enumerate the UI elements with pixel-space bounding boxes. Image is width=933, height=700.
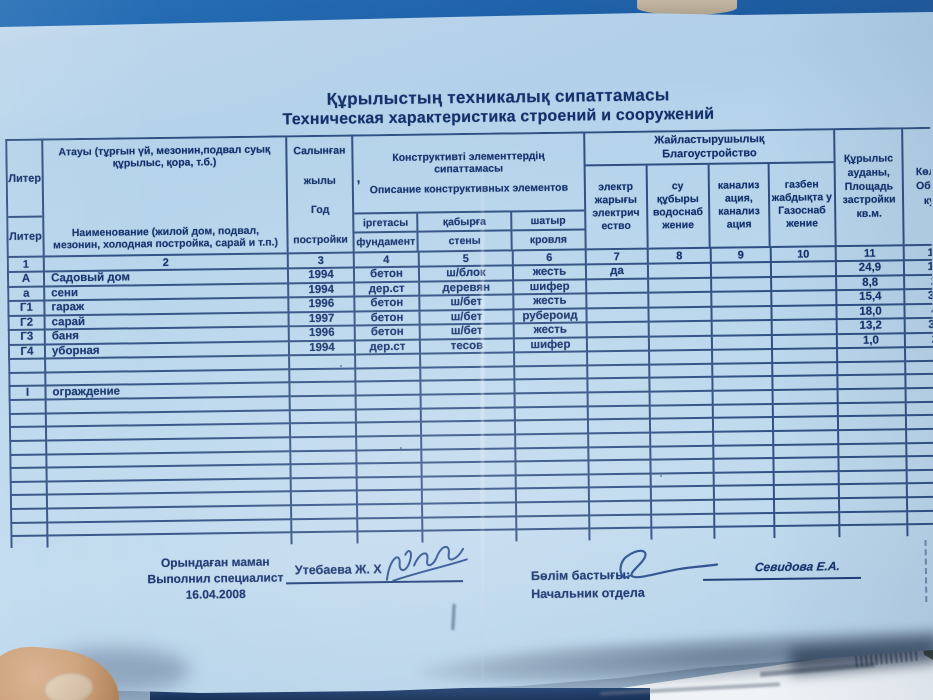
stray-mark: , [356, 170, 361, 186]
group-amenities-label: Жайластырушылық Благоустройство [585, 130, 834, 167]
column-built-area: Құрылыс ауданы, Площадь застройки кв.м. [835, 129, 905, 246]
column-water-supply: су құбыры водоснаб жение [647, 164, 711, 248]
dust-speck [340, 365, 342, 367]
background-object [637, 0, 737, 15]
column-liter: Литер Литер [7, 140, 45, 256]
column-sewerage: канализ ация, канализ ация [709, 164, 771, 247]
dust-speck [400, 447, 402, 449]
executor-date: 16.04.2008 [185, 587, 246, 603]
table-body: 1 2 3 4 5 6 7 8 9 10 11 12 А Садовый дом… [7, 243, 933, 548]
group-constructive-elements: , Конструктивті элементтердің сипаттамас… [353, 133, 587, 252]
column-year-kk: Салынған [293, 144, 346, 158]
executor-name: Утебаева Ж. Х [294, 562, 382, 578]
column-volume-clipped: Көлемі Объем куб. [915, 165, 933, 207]
column-liter-kk: Литер [7, 140, 43, 218]
table-header: Литер Литер Атауы (тұрғын үй, мезонин,по… [5, 126, 933, 257]
paper-fold-line [924, 539, 928, 603]
executor-block: Орындаған маман Выполнил специалист 16.0… [98, 553, 334, 605]
group-amenities: Жайластырушылық Благоустройство электр ж… [585, 130, 837, 249]
thumbnail-nail [42, 670, 96, 700]
group-amenities-subcolumns: электр жарығы электрич ество су құбыры в… [585, 163, 835, 249]
group-constructive-label: , Конструктивті элементтердің сипаттамас… [353, 133, 585, 215]
column-gas-supply: газбен жабдықта у Газоснаб жение [771, 178, 833, 230]
column-name: Атауы (тұрғын үй, мезонин,подвал суық құ… [43, 137, 289, 256]
column-year: Салынған жылы Год постройки [287, 136, 355, 253]
column-electricity: электр жарығы электрич ество [585, 165, 649, 249]
characteristics-table: Литер Литер Атауы (тұрғын үй, мезонин,по… [5, 126, 933, 548]
column-name-kk: Атауы (тұрғын үй, мезонин,подвал суық құ… [58, 143, 271, 170]
executor-signature [385, 545, 468, 582]
column-foundation: іргетасы фундамент [354, 213, 420, 252]
column-liter-ru: Литер [9, 230, 42, 243]
chief-label-ru: Начальник отдела [531, 585, 645, 601]
dust-speck [660, 475, 662, 477]
column-name-ru: Наименование (жилой дом, подвал, мезонин… [53, 224, 279, 252]
chief-name: Севидова Е.А. [754, 559, 841, 575]
group-constructive-subcolumns: іргетасы фундамент қабырға стены шатыр к… [354, 211, 585, 252]
column-roof: шатыр кровля [511, 211, 585, 249]
column-walls: қабырға стены [418, 212, 513, 251]
column-year-ru: Год [310, 204, 330, 217]
chief-signature [619, 549, 719, 579]
